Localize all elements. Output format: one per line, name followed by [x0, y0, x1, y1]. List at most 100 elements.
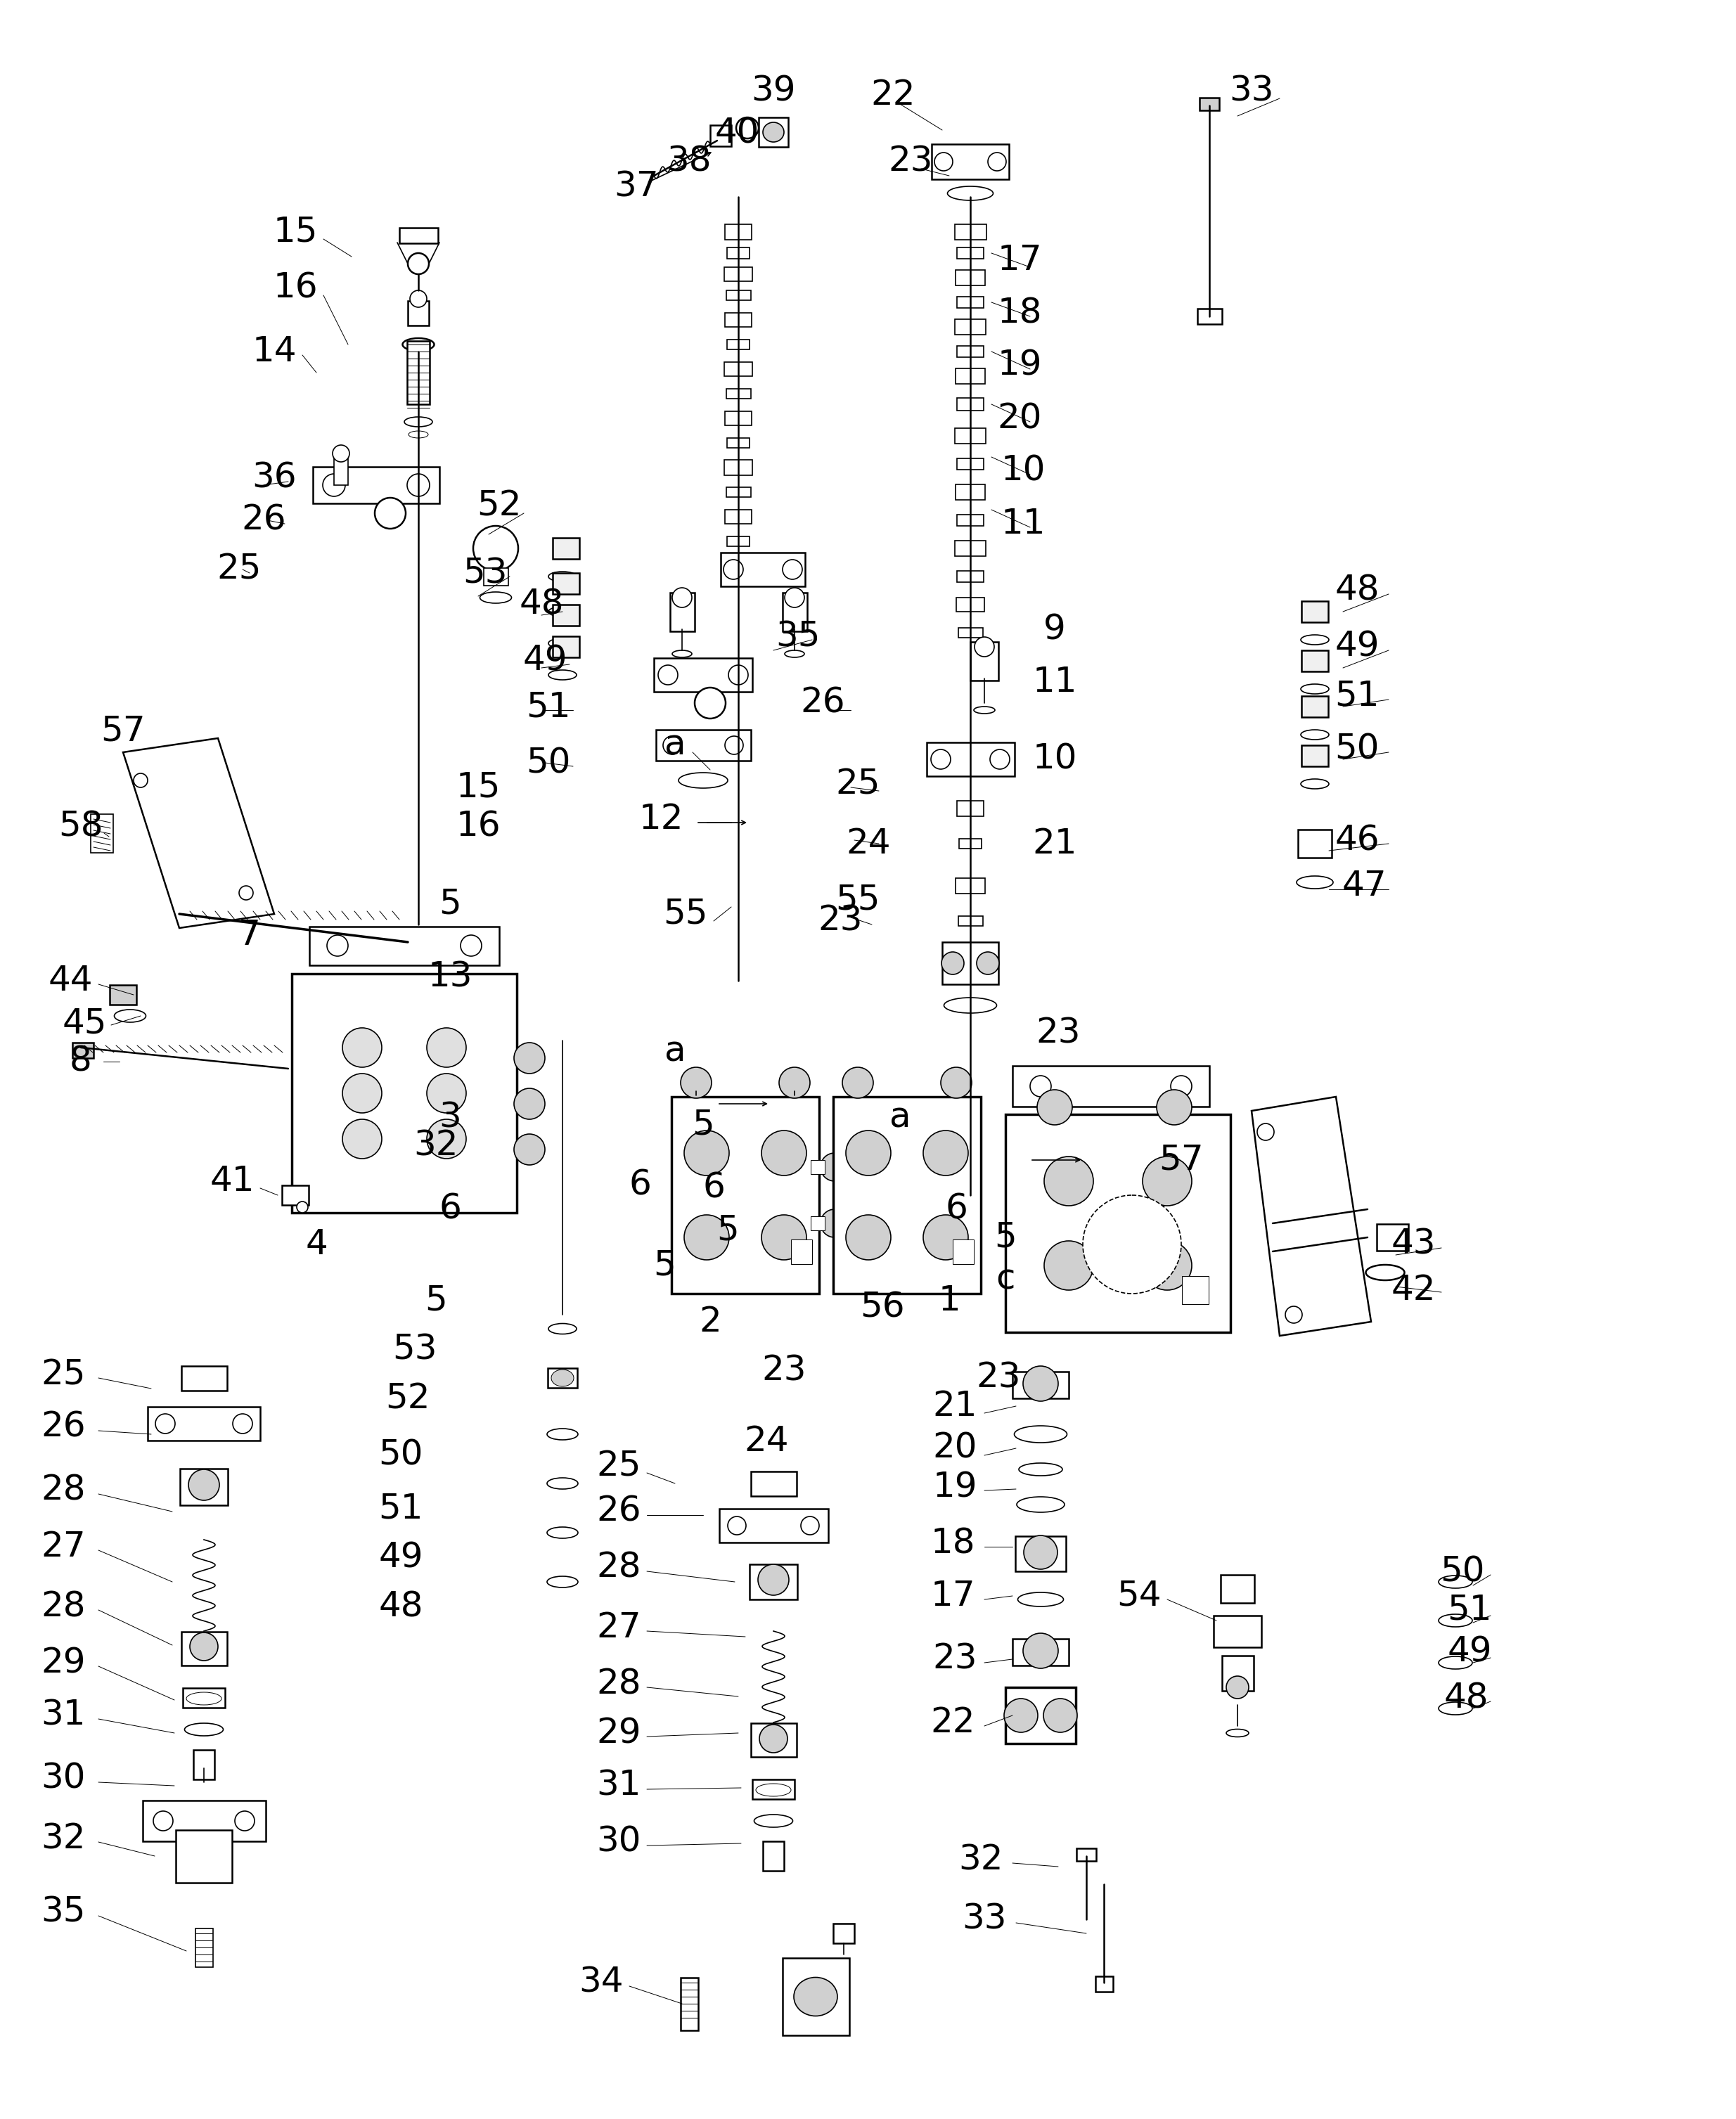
Bar	[656, 729, 750, 761]
Ellipse shape	[1226, 1729, 1248, 1738]
Bar	[670, 593, 694, 631]
Bar	[726, 290, 750, 301]
Text: 50: 50	[1335, 731, 1380, 765]
Circle shape	[323, 475, 345, 496]
Bar	[181, 1468, 227, 1504]
Text: 28: 28	[597, 1551, 641, 1585]
Circle shape	[342, 1074, 382, 1112]
Circle shape	[1043, 1157, 1094, 1206]
Circle shape	[924, 1132, 969, 1176]
Ellipse shape	[547, 1528, 578, 1538]
Text: a: a	[889, 1102, 911, 1136]
Ellipse shape	[1300, 780, 1328, 788]
Circle shape	[977, 951, 1000, 975]
Bar	[783, 1958, 849, 2036]
Text: 38: 38	[667, 144, 712, 178]
Ellipse shape	[785, 651, 804, 657]
Circle shape	[326, 934, 347, 956]
Ellipse shape	[115, 1009, 146, 1021]
Bar	[955, 877, 984, 894]
Ellipse shape	[948, 186, 993, 201]
Circle shape	[1003, 1699, 1038, 1733]
Bar	[552, 636, 580, 657]
Text: 5: 5	[693, 1108, 713, 1142]
Text: 6: 6	[628, 1168, 651, 1201]
Text: 48: 48	[519, 587, 564, 621]
Bar	[1302, 695, 1328, 716]
Circle shape	[1257, 1123, 1274, 1140]
Bar	[750, 1564, 797, 1600]
Bar	[720, 553, 806, 587]
Text: 5: 5	[995, 1221, 1017, 1254]
Text: 26: 26	[597, 1494, 641, 1528]
Text: 50: 50	[1441, 1555, 1484, 1589]
Text: 19: 19	[996, 350, 1042, 381]
Circle shape	[1142, 1157, 1193, 1206]
Text: 15: 15	[273, 216, 318, 248]
Text: 32: 32	[413, 1129, 458, 1163]
Text: 23: 23	[1036, 1017, 1080, 1051]
Text: 6: 6	[439, 1193, 462, 1227]
Text: 57: 57	[101, 714, 146, 748]
Circle shape	[941, 1068, 972, 1098]
Bar	[958, 915, 983, 926]
Text: a: a	[665, 729, 686, 763]
Bar	[726, 314, 752, 326]
Ellipse shape	[793, 1977, 837, 2015]
Bar	[1012, 1638, 1069, 1666]
Text: 19: 19	[932, 1471, 977, 1504]
Text: a: a	[665, 1034, 686, 1068]
Text: 41: 41	[210, 1163, 255, 1197]
Ellipse shape	[549, 606, 576, 617]
Bar	[175, 1829, 233, 1882]
Bar	[1076, 1848, 1095, 1860]
Ellipse shape	[547, 1577, 578, 1587]
Circle shape	[189, 1468, 219, 1500]
Text: 23: 23	[976, 1360, 1021, 1394]
Text: 20: 20	[996, 400, 1042, 434]
Circle shape	[681, 1068, 712, 1098]
Bar	[333, 449, 347, 485]
Bar	[958, 839, 981, 848]
Circle shape	[990, 750, 1010, 769]
Text: 21: 21	[1033, 826, 1076, 860]
Bar	[932, 144, 1009, 180]
Text: 48: 48	[378, 1589, 424, 1623]
Ellipse shape	[679, 773, 727, 788]
Ellipse shape	[184, 1723, 224, 1735]
Text: 6: 6	[944, 1193, 967, 1227]
Text: 54: 54	[1116, 1579, 1161, 1613]
Circle shape	[189, 1632, 219, 1661]
Text: 5: 5	[717, 1214, 740, 1248]
Circle shape	[779, 1068, 811, 1098]
Circle shape	[672, 587, 693, 608]
Text: 20: 20	[932, 1432, 977, 1464]
Bar	[955, 485, 984, 500]
Text: 27: 27	[597, 1610, 641, 1644]
Bar	[549, 1369, 578, 1388]
Text: 50: 50	[526, 746, 571, 780]
Circle shape	[1142, 1242, 1193, 1290]
Text: 51: 51	[1448, 1593, 1491, 1627]
Circle shape	[842, 1068, 873, 1098]
Text: 55: 55	[835, 884, 880, 918]
Bar	[1095, 1977, 1113, 1992]
Text: 5: 5	[439, 886, 462, 920]
Bar	[1302, 746, 1328, 767]
Bar	[1012, 1066, 1210, 1106]
Ellipse shape	[403, 339, 434, 352]
Text: 52: 52	[385, 1382, 431, 1415]
Text: 9: 9	[1043, 612, 1066, 646]
Bar	[957, 598, 984, 612]
Bar	[1012, 1371, 1069, 1399]
Circle shape	[924, 1214, 969, 1261]
Ellipse shape	[1297, 875, 1333, 888]
Bar	[726, 388, 750, 398]
Circle shape	[988, 153, 1007, 172]
Circle shape	[153, 1812, 174, 1831]
Text: 37: 37	[615, 170, 658, 203]
Text: 22: 22	[930, 1706, 976, 1740]
Text: 39: 39	[752, 74, 795, 108]
Circle shape	[233, 1413, 252, 1435]
Text: 25: 25	[597, 1449, 641, 1483]
